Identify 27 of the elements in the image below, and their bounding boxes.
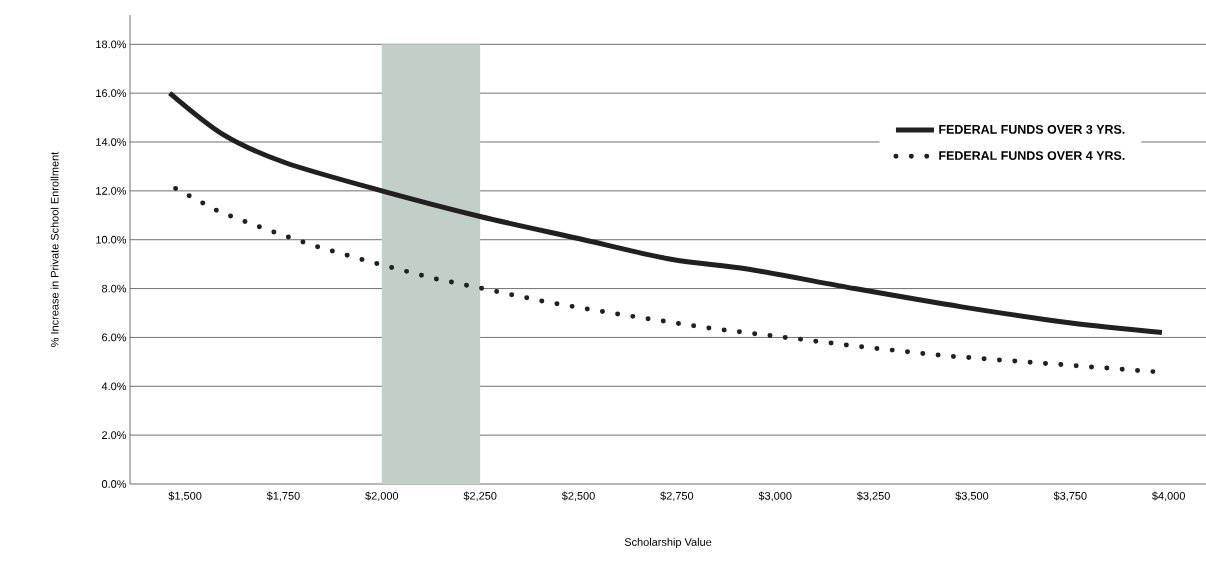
- x-tick-label: $3,500: [955, 491, 989, 502]
- y-axis-title: % Increase in Private School Enrollment: [50, 151, 59, 347]
- line-series: [167, 90, 1165, 336]
- y-tick-label: 12.0%: [96, 186, 127, 195]
- y-tick-label: 18.0%: [96, 40, 127, 49]
- x-tick-label: $2,750: [660, 491, 694, 502]
- y-tick-label: 16.0%: [96, 89, 127, 98]
- x-tick-label: $2,000: [365, 491, 399, 502]
- x-tick-label: $1,500: [168, 491, 202, 502]
- legend-label: FEDERAL FUNDS OVER 4 YRS.: [939, 151, 1125, 160]
- y-tick-label: 6.0%: [102, 333, 127, 342]
- y-tick-label: 0.0%: [101, 480, 127, 488]
- y-tick-label: 4.0%: [101, 382, 127, 391]
- x-tick-label: $1,750: [266, 491, 300, 502]
- y-tick-label: 14.0%: [96, 138, 127, 146]
- y-tick-label: 10.0%: [96, 235, 127, 244]
- x-tick-label: $2,500: [561, 491, 595, 502]
- line-series: [173, 185, 1156, 375]
- x-tick-label: $4,000: [1152, 491, 1185, 502]
- y-tick-label: 2.0%: [102, 431, 127, 440]
- x-tick-label: $2,250: [463, 491, 497, 502]
- x-tick-label: $3,000: [758, 491, 792, 502]
- x-tick-label: $3,250: [856, 491, 890, 502]
- legend-label: FEDERAL FUNDS OVER 3 YRS.: [939, 124, 1125, 134]
- y-tick-label: 8.0%: [101, 284, 127, 293]
- x-tick-label: $3,750: [1053, 491, 1087, 502]
- x-axis-title: Scholarship Value: [624, 537, 712, 549]
